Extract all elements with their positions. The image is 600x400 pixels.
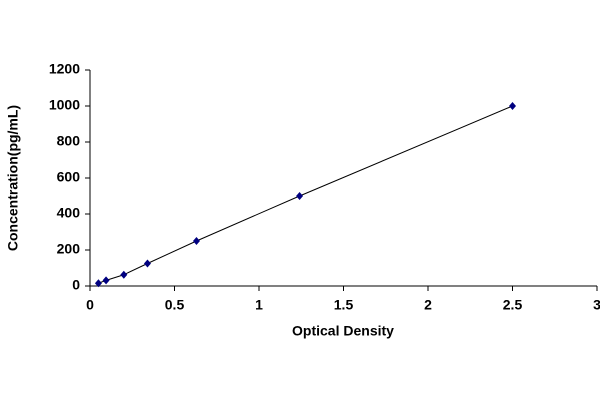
y-tick-label: 800 <box>57 133 81 149</box>
point <box>192 237 200 245</box>
curve <box>98 105 513 284</box>
point <box>296 192 304 200</box>
y-tick-label: 0 <box>72 277 80 293</box>
point <box>143 259 151 268</box>
point <box>102 276 110 285</box>
point <box>509 102 516 110</box>
x-axis-title: Optical Density <box>292 323 394 339</box>
x-tick-label: 0.5 <box>165 297 185 313</box>
point <box>120 270 128 279</box>
x-tick-label: 2.5 <box>503 297 523 313</box>
y-tick-label: 200 <box>57 241 81 257</box>
x-tick-label: 1 <box>255 297 263 313</box>
y-axis-title: Concentration(pg/mL) <box>5 105 21 251</box>
x-tick-label: 1.5 <box>334 297 354 313</box>
x-tick-label: 3 <box>593 297 600 313</box>
y-tick-label: 400 <box>57 205 81 221</box>
y-tick-label: 1000 <box>49 97 80 113</box>
y-tick-label: 600 <box>57 169 81 185</box>
x-tick-label: 2 <box>424 297 432 313</box>
y-tick-label: 1200 <box>49 61 80 77</box>
point <box>94 279 102 288</box>
x-tick-label: 0 <box>86 297 94 313</box>
